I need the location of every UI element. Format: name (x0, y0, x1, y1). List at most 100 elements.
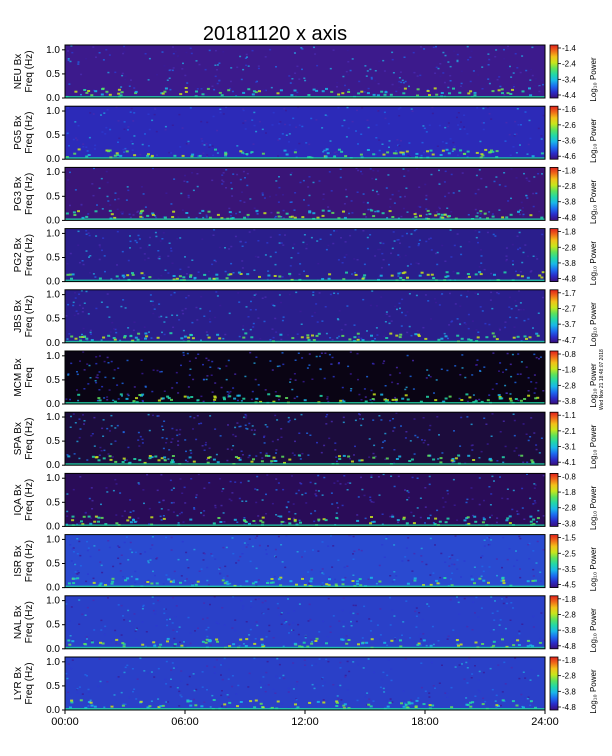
y-tick-label: 1.0 (46, 473, 60, 484)
plot-area (65, 351, 545, 404)
y-tick-label: 0.0 (46, 399, 60, 410)
y-tick-label: 0.0 (46, 154, 60, 165)
freq-axis-label: Freq (Hz) (24, 295, 35, 337)
y-tick-label: 0.0 (46, 705, 60, 716)
y-tick-label: 1.0 (46, 596, 60, 607)
y-tick-label: 0.0 (46, 93, 60, 104)
panel-pg2: 0.0 0.5 1.0 PG2 Bx Freq (Hz) -1.8 -2.8 -3.8 -4.8… (13, 228, 598, 288)
freq-axis-label: Freq (Hz) (24, 173, 35, 215)
colorbar-tick-label: -2.1 (562, 427, 576, 436)
colorbar-tick-label: -4.4 (562, 91, 576, 100)
colorbar-label: Log₁₀ Power (589, 669, 598, 714)
freq-axis-label: Freq (Hz) (24, 234, 35, 276)
colorbar-label: Log₁₀ Power (589, 241, 598, 286)
panel-spa: 0.0 0.5 1.0 SPA Bx Freq (Hz) -1.1 -2.1 -3.1 -4.1… (13, 411, 598, 471)
plot-area (65, 473, 545, 527)
colorbar-tick-label: -0.8 (562, 472, 576, 481)
plot-frame (64, 350, 546, 405)
colorbar-tick-label: -1.8 (562, 488, 576, 497)
colorbar-tick-label: -4.8 (562, 275, 576, 284)
y-tick-label: 1.0 (46, 45, 60, 56)
x-tick-label: 18:00 (411, 716, 439, 728)
plot-frame (64, 44, 546, 99)
spectrogram-texture (65, 351, 545, 404)
station-label: PG5 Bx (13, 115, 24, 149)
colorbar-tick-label: -3.8 (562, 397, 576, 406)
y-tick-label: 0.5 (46, 681, 60, 692)
spectrogram-texture (65, 473, 545, 527)
plot-frame (64, 411, 546, 466)
spectrogram-texture (65, 534, 545, 588)
colorbar-tick-label: -2.5 (562, 549, 576, 558)
station-label: SPA Bx (13, 422, 24, 455)
y-tick-label: 1.0 (46, 290, 60, 301)
station-label: NAL Bx (13, 606, 24, 640)
freq-axis-label: Freq (24, 367, 35, 388)
colorbar-tick-label: -3.8 (562, 626, 576, 635)
colorbar (549, 411, 559, 466)
plot-area (65, 228, 545, 282)
colorbar-tick-label: -1.1 (562, 411, 576, 420)
freq-axis-label: Freq (Hz) (24, 662, 35, 704)
colorbar-tick-label: -1.8 (562, 595, 576, 604)
spectrogram-texture (65, 412, 545, 466)
colorbar-label: Log₁₀ Power (589, 179, 598, 224)
plot-area (65, 595, 545, 649)
colorbar (549, 350, 559, 405)
plot-frame (64, 228, 546, 283)
colorbar-tick-label: -3.8 (562, 519, 576, 528)
colorbar-tick-label: -4.8 (562, 703, 576, 712)
colorbar (549, 472, 559, 527)
colorbar-tick-label: -3.4 (562, 75, 576, 84)
x-tick-label: 24:00 (531, 716, 559, 728)
station-label: LYR Bx (13, 667, 24, 700)
colorbar (549, 228, 559, 283)
panel-isr: 0.0 0.5 1.0 ISR Bx Freq (Hz) -1.5 -2.5 -3.5 -4.5… (13, 534, 598, 594)
colorbar-tick-label: -1.8 (562, 366, 576, 375)
colorbar-tick-label: -3.1 (562, 443, 576, 452)
spectrogram-texture (65, 290, 545, 343)
y-tick-label: 1.0 (46, 351, 60, 362)
plot-frame (64, 166, 546, 221)
colorbar-tick-label: -2.8 (562, 672, 576, 681)
spectrogram-texture (65, 228, 545, 282)
colorbar-tick-label: -3.8 (562, 687, 576, 696)
y-tick-label: 1.0 (46, 534, 60, 545)
y-tick-label: 1.0 (46, 228, 60, 239)
colorbar-tick-label: -1.7 (562, 289, 576, 298)
station-label: JBS Bx (13, 300, 24, 333)
y-tick-label: 0.0 (46, 215, 60, 226)
plot-frame (64, 472, 546, 527)
colorbar-label: Log₁₀ Power (589, 302, 598, 347)
colorbar-tick-label: -2.8 (562, 381, 576, 390)
y-tick-label: 0.0 (46, 583, 60, 594)
panel-iqa: 0.0 0.5 1.0 IQA Bx Freq (Hz) -0.8 -1.8 -2.8 -3.8… (13, 472, 598, 532)
colorbar-label: Log₁₀ Power (589, 608, 598, 653)
colorbar-label: Log₁₀ Power (589, 485, 598, 530)
plot-area (65, 289, 545, 343)
colorbar-label: Log₁₀ Power (589, 118, 598, 163)
colorbar-tick-label: -1.8 (562, 228, 576, 237)
y-tick-label: 0.5 (46, 191, 60, 202)
panel-pg3: 0.0 0.5 1.0 PG3 Bx Freq (Hz) -1.8 -2.8 -3.8 -4.8… (13, 166, 598, 226)
colorbar-tick-label: -2.8 (562, 504, 576, 513)
spectrogram-texture (65, 167, 545, 221)
colorbar-tick-label: -4.8 (562, 213, 576, 222)
spectrogram-texture (65, 657, 545, 710)
y-tick-label: 1.0 (46, 106, 60, 117)
colorbar-label: Log₁₀ Power (589, 424, 598, 469)
timestamp-note: Wed Nov 21 18:48:07 2018 (599, 349, 605, 410)
y-tick-label: 0.0 (46, 277, 60, 288)
y-tick-label: 0.5 (46, 497, 60, 508)
colorbar-tick-label: -1.8 (562, 166, 576, 175)
y-tick-label: 0.5 (46, 375, 60, 386)
spectrogram-texture (65, 595, 545, 649)
freq-axis-label: Freq (Hz) (24, 540, 35, 582)
colorbar-tick-label: -1.5 (562, 534, 576, 543)
panel-jbs: 0.0 0.5 1.0 JBS Bx Freq (Hz) -1.7 -2.7 -3.7 -4.7… (13, 289, 598, 349)
colorbar-label: Log₁₀ Power (589, 363, 598, 408)
colorbar-tick-label: -2.6 (562, 121, 576, 130)
colorbar-tick-label: -4.5 (562, 581, 576, 590)
plot-area (65, 167, 545, 221)
